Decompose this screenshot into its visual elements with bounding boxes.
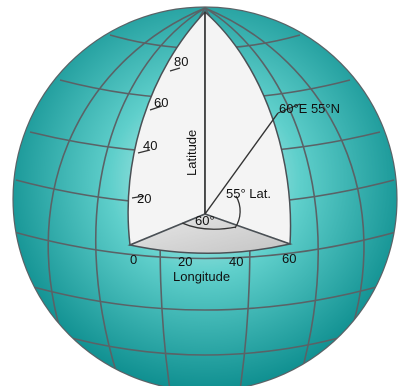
cutaway-floor <box>127 213 293 254</box>
latitude-axis-label: Latitude <box>184 130 199 176</box>
longitude-axis-label: Longitude <box>173 269 230 284</box>
point-ray <box>204 112 279 215</box>
lon-angle-label: 60° <box>195 213 215 228</box>
longitude-tick-0: 0 <box>130 252 137 267</box>
longitude-tick-60: 60 <box>282 251 296 266</box>
lon-angle-arc <box>181 222 237 230</box>
cutaway-face-left <box>127 10 206 247</box>
latitude-ticks <box>131 67 181 199</box>
lat-angle-label: 55° Lat. <box>226 186 271 201</box>
longitude-tick-20: 20 <box>178 254 192 269</box>
cutaway-face-right <box>204 10 292 246</box>
latitude-tick-20: 20 <box>137 191 151 206</box>
lat-angle-arc <box>234 195 241 229</box>
latitude-tick-40: 40 <box>143 138 157 153</box>
latitude-tick-80: 80 <box>174 54 188 69</box>
point-label: 60°E 55°N <box>279 101 340 116</box>
latitude-tick-60: 60 <box>154 95 168 110</box>
point-label-leader <box>277 103 301 114</box>
longitude-tick-40: 40 <box>229 254 243 269</box>
